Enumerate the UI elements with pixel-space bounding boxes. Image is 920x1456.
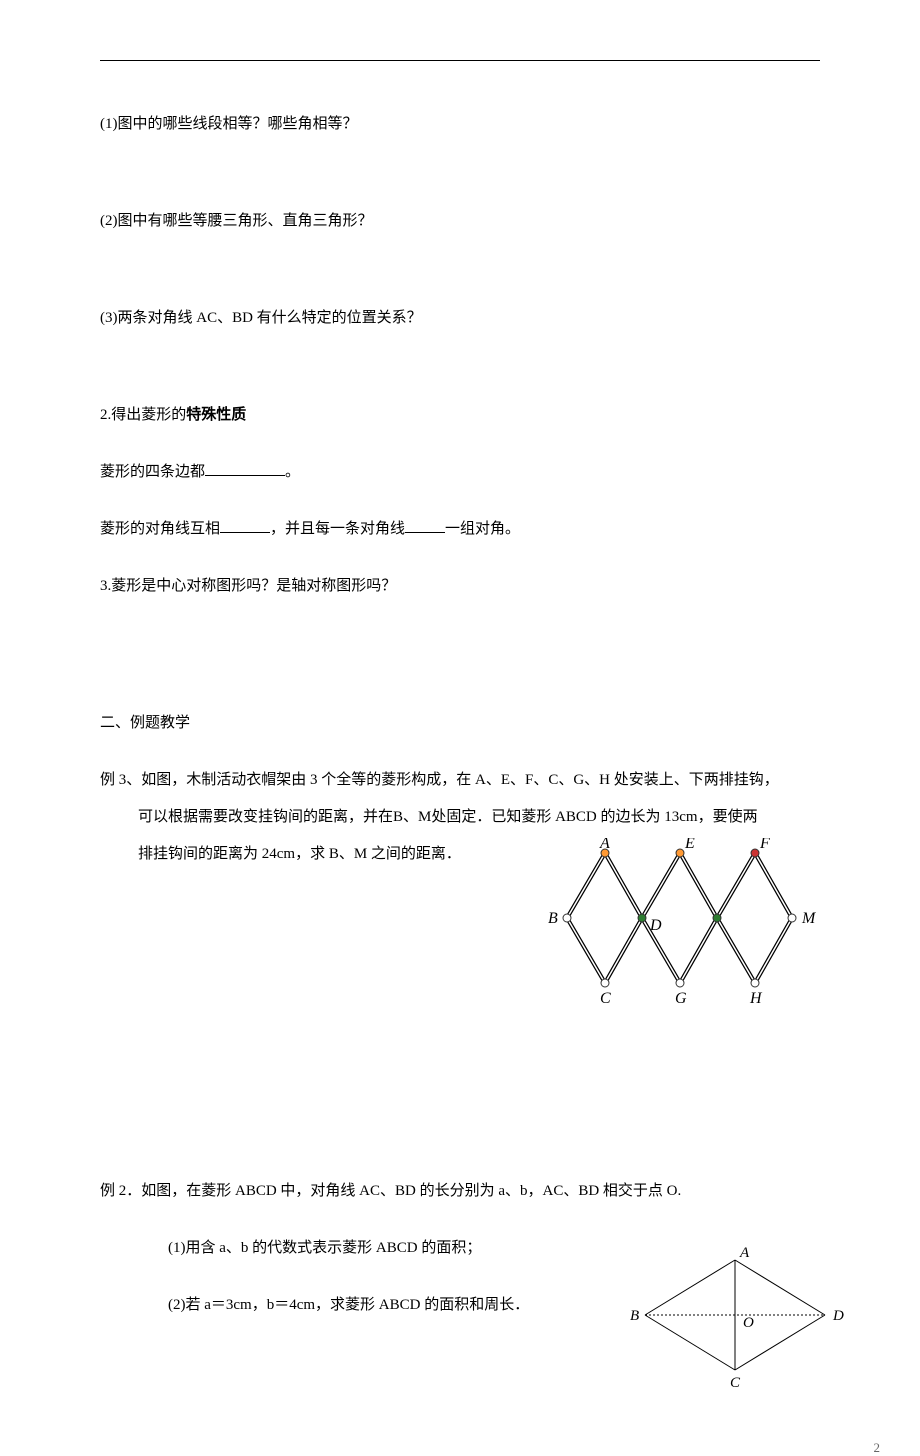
section-2-heading: 2.得出菱形的特殊性质 [100,402,820,429]
property-2-text-a: 菱形的对角线互相 [100,521,220,537]
svg-text:E: E [684,838,695,852]
example-2-sub-1: (1)用含 a、b 的代数式表示菱形 ABCD 的面积； [100,1235,625,1262]
svg-text:H: H [749,990,763,1007]
example-2-heading: 例 2．如图，在菱形 ABCD 中，对角线 AC、BD 的长分别为 a、b，AC… [100,1178,820,1205]
question-symmetry: 3.菱形是中心对称图形吗？是轴对称图形吗？ [100,573,820,600]
rhombus-simple-diagram: A B D C O [625,1245,850,1400]
blank-1 [205,460,285,477]
section-2-heading-b: 特殊性质 [186,407,246,423]
example-3-line-2: 可以根据需要改变挂钩间的距离，并在B、M处固定．已知菱形 ABCD 的边长为 1… [100,804,820,831]
svg-text:C: C [600,990,611,1007]
svg-text:B: B [548,910,558,927]
question-1: (1)图中的哪些线段相等？哪些角相等？ [100,111,820,138]
svg-text:B: B [630,1308,639,1324]
svg-text:C: C [730,1375,741,1391]
section-examples-heading: 二、例题教学 [100,710,820,737]
question-3: (3)两条对角线 AC、BD 有什么特定的位置关系？ [100,305,820,332]
svg-text:D: D [649,917,662,934]
property-1-text-b: 。 [285,464,300,480]
property-2-text-c: 一组对角。 [445,521,520,537]
svg-text:F: F [759,838,770,852]
top-rule [100,60,820,61]
page-number: 2 [0,1440,920,1456]
question-2: (2)图中有哪些等腰三角形、直角三角形？ [100,208,820,235]
svg-text:D: D [832,1308,844,1324]
blank-2 [220,517,270,534]
svg-text:A: A [599,838,610,852]
svg-text:A: A [739,1245,750,1261]
property-1-text-a: 菱形的四条边都 [100,464,205,480]
section-2-heading-a: 2.得出菱形的 [100,407,186,423]
blank-3 [405,517,445,534]
svg-text:G: G [675,990,687,1007]
property-line-2: 菱形的对角线互相 ，并且每一条对角线 一组对角。 [100,516,820,543]
rhombus-rack-diagram: A E F B D M C G H [540,838,820,1018]
property-2-text-b: ，并且每一条对角线 [270,521,405,537]
property-line-1: 菱形的四条边都 。 [100,459,820,486]
example-3-text-1: 例 3、如图，木制活动衣帽架由 3 个全等的菱形构成，在 A、E、F、C、G、H… [100,772,779,788]
example-2-sub-2: (2)若 a＝3cm，b＝4cm，求菱形 ABCD 的面积和周长． [100,1292,625,1319]
example-3-line-1: 例 3、如图，木制活动衣帽架由 3 个全等的菱形构成，在 A、E、F、C、G、H… [100,767,820,794]
svg-text:O: O [743,1315,754,1331]
svg-text:M: M [801,910,817,927]
